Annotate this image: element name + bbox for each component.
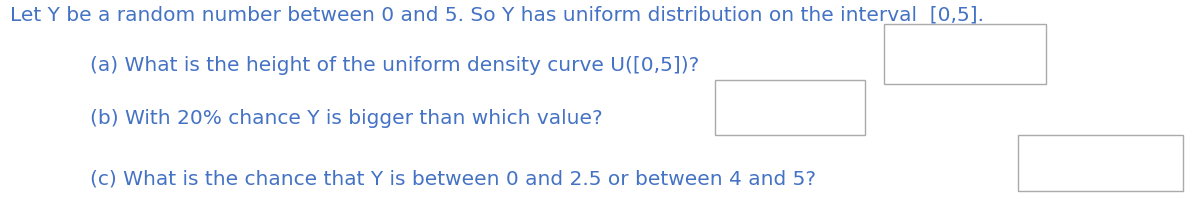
Bar (884, 24, 1046, 84)
Bar (715, 80, 865, 135)
Bar (1018, 135, 1183, 191)
Text: Let Y be a random number between 0 and 5. So Y has uniform distribution on the i: Let Y be a random number between 0 and 5… (10, 6, 984, 25)
Text: (c) What is the chance that Y is between 0 and 2.5 or between 4 and 5?: (c) What is the chance that Y is between… (90, 169, 816, 188)
Text: (b) With 20% chance Y is bigger than which value?: (b) With 20% chance Y is bigger than whi… (90, 109, 602, 128)
Text: (a) What is the height of the uniform density curve U([0,5])?: (a) What is the height of the uniform de… (90, 56, 700, 75)
